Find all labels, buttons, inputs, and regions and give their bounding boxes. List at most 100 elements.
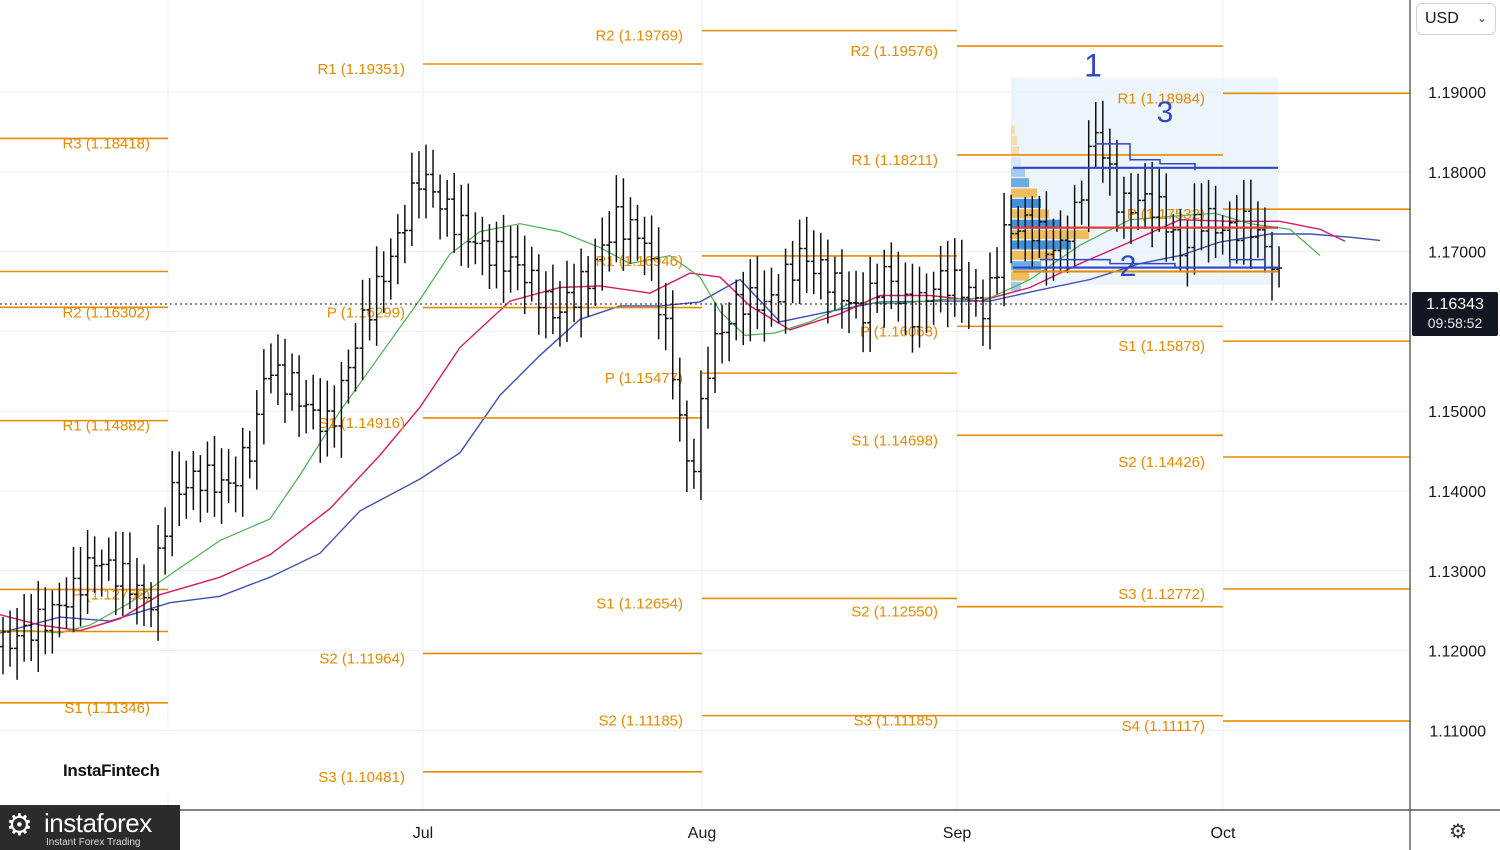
ohlc-bar (930, 271, 937, 325)
ohlc-bar (458, 184, 465, 266)
ohlc-bar (627, 197, 634, 264)
ohlc-bar (49, 590, 56, 654)
pivot-label: S1 (1.14916) (318, 415, 405, 432)
ohlc-bar (782, 248, 789, 334)
pivot-label: S2 (1.14426) (1118, 454, 1205, 471)
ohlc-bar (655, 227, 662, 340)
volume-profile-bar (1011, 146, 1019, 156)
ohlc-bar (634, 204, 641, 261)
ohlc-bar (895, 251, 902, 322)
volume-profile-bar (1011, 271, 1029, 281)
ohlc-bar (380, 251, 387, 313)
pivot-label: S2 (1.12550) (851, 604, 938, 621)
ohlc-bar (556, 281, 563, 347)
ohlc-bar (105, 537, 112, 581)
ohlc-bar (761, 270, 768, 342)
ohlc-bar (1029, 196, 1036, 269)
ohlc-bar (303, 379, 310, 434)
ohlc-bar (1177, 209, 1184, 273)
ohlc-bar (451, 173, 458, 253)
ohlc-bar (1057, 210, 1064, 271)
ohlc-bar (35, 581, 42, 673)
pivot-label: P (1.16299) (327, 305, 405, 322)
ohlc-bar (331, 385, 338, 448)
ohlc-bar (803, 216, 810, 294)
y-tick-label: 1.13000 (1428, 564, 1486, 581)
ohlc-bar (705, 346, 711, 429)
ohlc-bar (56, 582, 63, 638)
ohlc-bar (965, 261, 972, 329)
ohlc-bar (747, 259, 754, 342)
ohlc-bar (902, 262, 909, 335)
ohlc-bar (888, 242, 895, 310)
ohlc-bar (155, 525, 162, 641)
ohlc-bar (225, 449, 232, 503)
ohlc-bar (831, 256, 838, 311)
ohlc-bar (1240, 179, 1247, 265)
ohlc-bar (1064, 215, 1071, 274)
ohlc-bar (1043, 191, 1050, 286)
ohlc-bar (352, 322, 359, 392)
ohlc-bar (535, 254, 542, 335)
ohlc-bar (775, 274, 782, 324)
x-tick-label: Oct (1211, 825, 1236, 842)
pivot-label: R1 (1.18211) (852, 152, 938, 169)
ohlc-bar (401, 204, 408, 264)
watermark-text: InstaFintech (63, 761, 160, 780)
ohlc-bar (662, 283, 669, 351)
ohlc-bar (274, 334, 281, 406)
volume-profile-bar (1011, 135, 1017, 145)
ohlc-bar (0, 616, 6, 675)
x-tick-label: Sep (943, 825, 972, 842)
ohlc-bar (479, 216, 486, 276)
ohlc-bar (1142, 162, 1149, 229)
ohlc-bar (267, 343, 274, 394)
ohlc-bar (669, 290, 676, 400)
annotation-label: 3 (1157, 96, 1174, 129)
ohlc-bar (1092, 101, 1099, 169)
ohlc-bar (1226, 201, 1233, 263)
ohlc-bar (585, 256, 592, 317)
settings-gear-icon[interactable]: ⚙ (1449, 821, 1467, 843)
ohlc-bar (260, 349, 267, 445)
y-tick-label: 1.17000 (1428, 245, 1486, 262)
ohlc-bar (162, 507, 169, 575)
volume-profile-bar (1011, 209, 1049, 219)
currency-select[interactable]: USD ⌄ (1416, 3, 1496, 35)
ohlc-bar (853, 270, 860, 319)
ohlc-bar (507, 226, 514, 293)
pivot-label: S1 (1.14698) (851, 432, 938, 449)
ohlc-bar (824, 239, 831, 324)
ohlc-bar (1099, 100, 1106, 183)
ohlc-bar (359, 279, 366, 380)
ohlc-bar (599, 217, 606, 291)
ohlc-bar (14, 607, 21, 680)
pivot-label: R1 (1.14882) (62, 418, 150, 435)
pivot-label: S4 (1.11117) (1122, 718, 1205, 735)
volume-profile-bar (1011, 219, 1061, 229)
ohlc-bar (987, 252, 993, 350)
y-tick-label: 1.18000 (1428, 165, 1486, 182)
ohlc-bar (1212, 185, 1219, 259)
ohlc-bar (923, 273, 930, 333)
ohlc-bar (592, 238, 599, 306)
ohlc-bar (768, 267, 775, 327)
ohlc-bar (1022, 197, 1029, 262)
ohlc-bar (951, 238, 958, 317)
ohlc-bar (1078, 180, 1085, 225)
volume-profile-bar (1011, 261, 1041, 271)
annotation-label: 1 (1084, 47, 1102, 83)
y-tick-label: 1.12000 (1428, 644, 1486, 661)
pivot-label: P (1.15477) (605, 370, 683, 387)
pivot-label: R2 (1.19576) (850, 43, 938, 60)
ohlc-bar (430, 149, 437, 208)
ohlc-bar (169, 450, 176, 557)
ohlc-bar (733, 279, 740, 341)
volume-profile-bar (1011, 230, 1089, 240)
volume-profile-bar (1011, 178, 1029, 188)
ohlc-bar (239, 427, 246, 517)
ohlc-bar (810, 230, 817, 295)
ohlc-bar (415, 151, 422, 219)
